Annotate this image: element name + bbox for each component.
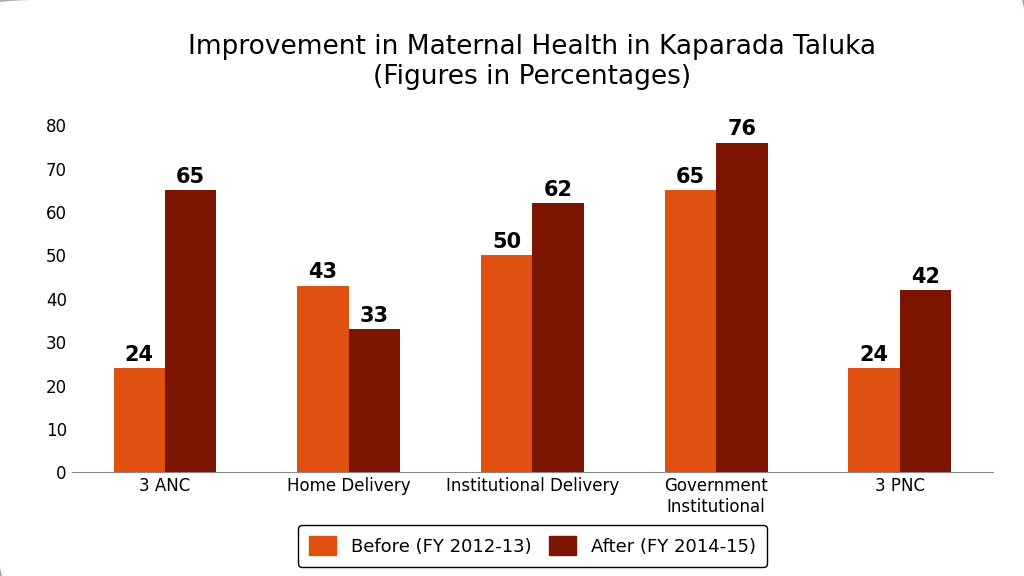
Text: 42: 42 bbox=[911, 267, 940, 287]
Bar bbox=[349, 329, 400, 472]
Text: 24: 24 bbox=[125, 345, 154, 365]
Text: 33: 33 bbox=[360, 306, 389, 326]
Bar bbox=[297, 286, 349, 472]
Text: 65: 65 bbox=[176, 167, 205, 187]
Text: 43: 43 bbox=[308, 262, 338, 282]
Text: 50: 50 bbox=[493, 232, 521, 252]
Bar bbox=[481, 256, 532, 472]
Title: Improvement in Maternal Health in Kaparada Taluka
(Figures in Percentages): Improvement in Maternal Health in Kapara… bbox=[188, 34, 877, 90]
Bar bbox=[900, 290, 951, 472]
Legend: Before (FY 2012-13), After (FY 2014-15): Before (FY 2012-13), After (FY 2014-15) bbox=[298, 525, 767, 567]
Bar bbox=[716, 143, 768, 472]
Bar bbox=[665, 191, 716, 472]
Text: 76: 76 bbox=[727, 119, 757, 139]
Text: 65: 65 bbox=[676, 167, 706, 187]
Bar bbox=[849, 368, 900, 472]
Bar bbox=[532, 203, 584, 472]
Bar bbox=[114, 368, 165, 472]
Text: 24: 24 bbox=[860, 345, 889, 365]
Bar bbox=[165, 191, 216, 472]
Text: 62: 62 bbox=[544, 180, 572, 200]
